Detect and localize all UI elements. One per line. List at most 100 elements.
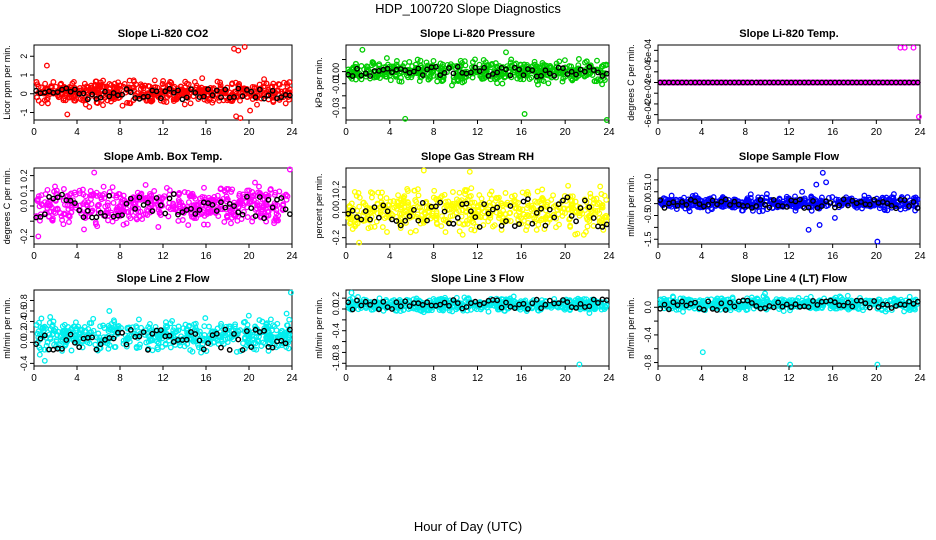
data-point bbox=[145, 333, 152, 340]
data-point bbox=[377, 75, 383, 81]
data-point bbox=[572, 209, 579, 216]
average-point bbox=[551, 214, 558, 221]
average-point bbox=[127, 195, 134, 202]
data-point bbox=[282, 100, 289, 107]
y-tick-label: 0.0 bbox=[19, 200, 29, 213]
panel-3: Slope Li-820 Temp.0 4 8 12 16 20 24-6e-04-2e-0… bbox=[626, 28, 926, 138]
average-point bbox=[520, 72, 527, 79]
data-point bbox=[48, 83, 54, 90]
average-point bbox=[33, 87, 39, 94]
average-point bbox=[914, 79, 921, 86]
data-point bbox=[164, 324, 171, 331]
y-tick-label: 0.0 bbox=[643, 197, 653, 210]
data-point bbox=[144, 197, 151, 203]
outlier-point bbox=[901, 44, 908, 51]
data-point bbox=[137, 85, 144, 92]
outlier-point bbox=[348, 289, 355, 296]
average-point bbox=[362, 70, 369, 77]
data-point bbox=[260, 80, 267, 87]
data-point bbox=[369, 59, 376, 66]
data-point bbox=[61, 327, 68, 334]
data-point bbox=[478, 214, 484, 221]
data-point bbox=[200, 221, 207, 228]
average-point bbox=[564, 71, 571, 77]
data-point bbox=[284, 322, 290, 329]
data-point bbox=[397, 74, 404, 81]
data-point bbox=[521, 211, 527, 218]
data-point bbox=[113, 192, 120, 199]
data-point bbox=[256, 202, 263, 209]
average-point bbox=[727, 201, 733, 208]
average-point bbox=[175, 87, 181, 94]
average-point bbox=[110, 335, 117, 342]
data-point bbox=[105, 345, 112, 352]
panel-title: Slope Line 2 Flow bbox=[117, 273, 210, 285]
data-point bbox=[126, 100, 133, 107]
average-point bbox=[472, 214, 479, 221]
data-points bbox=[657, 290, 921, 368]
average-point bbox=[175, 211, 181, 218]
average-point bbox=[179, 209, 186, 216]
x-tick-label: 0 bbox=[655, 251, 661, 262]
y-tick-label: -0.4 bbox=[331, 323, 341, 339]
data-point bbox=[884, 207, 891, 214]
average-point bbox=[481, 64, 487, 71]
data-point bbox=[283, 196, 290, 203]
average-point bbox=[595, 223, 601, 230]
y-axis-label: percent per min. bbox=[314, 173, 324, 238]
average-point bbox=[354, 297, 360, 304]
outlier-point bbox=[813, 181, 820, 188]
average-point bbox=[205, 86, 212, 93]
average-point bbox=[89, 91, 96, 98]
data-point bbox=[244, 214, 251, 221]
average-point bbox=[599, 223, 606, 230]
data-point bbox=[79, 344, 86, 351]
outlier-point bbox=[359, 46, 366, 53]
average-point bbox=[63, 337, 70, 343]
average-point bbox=[192, 90, 199, 96]
data-point bbox=[559, 78, 566, 85]
outlier-point bbox=[91, 169, 98, 176]
data-point bbox=[451, 204, 458, 211]
outlier-point bbox=[402, 115, 409, 122]
average-point bbox=[762, 201, 768, 208]
data-point bbox=[196, 328, 203, 335]
average-point bbox=[93, 214, 100, 221]
data-point bbox=[206, 95, 213, 102]
average-point bbox=[80, 90, 87, 97]
data-point bbox=[251, 197, 258, 204]
x-tick-label: 16 bbox=[516, 251, 528, 262]
x-tick-label: 16 bbox=[827, 251, 839, 262]
average-point bbox=[749, 204, 755, 211]
average-point bbox=[494, 69, 501, 76]
average-point bbox=[814, 205, 821, 211]
average-point bbox=[72, 86, 78, 93]
average-point bbox=[59, 191, 65, 198]
average-point bbox=[183, 336, 190, 343]
data-point bbox=[582, 207, 589, 213]
outlier-point bbox=[874, 238, 881, 245]
average-point bbox=[432, 203, 439, 210]
average-point bbox=[188, 205, 194, 212]
average-point bbox=[286, 326, 293, 333]
data-point bbox=[544, 199, 551, 206]
average-point bbox=[213, 330, 220, 337]
data-point bbox=[105, 210, 111, 217]
data-point bbox=[517, 73, 524, 79]
average-point bbox=[67, 197, 74, 204]
data-point bbox=[410, 204, 417, 211]
data-point bbox=[540, 78, 547, 85]
average-point bbox=[840, 196, 847, 203]
outlier-point bbox=[823, 179, 830, 186]
data-point bbox=[281, 79, 287, 86]
data-point bbox=[140, 211, 147, 218]
outlier-point bbox=[41, 357, 48, 364]
data-point bbox=[189, 348, 196, 355]
data-point bbox=[274, 335, 281, 341]
data-point bbox=[603, 196, 610, 203]
data-point bbox=[138, 324, 145, 331]
x-tick-label: 0 bbox=[31, 251, 37, 262]
average-point bbox=[696, 201, 703, 208]
average-point bbox=[170, 191, 177, 198]
